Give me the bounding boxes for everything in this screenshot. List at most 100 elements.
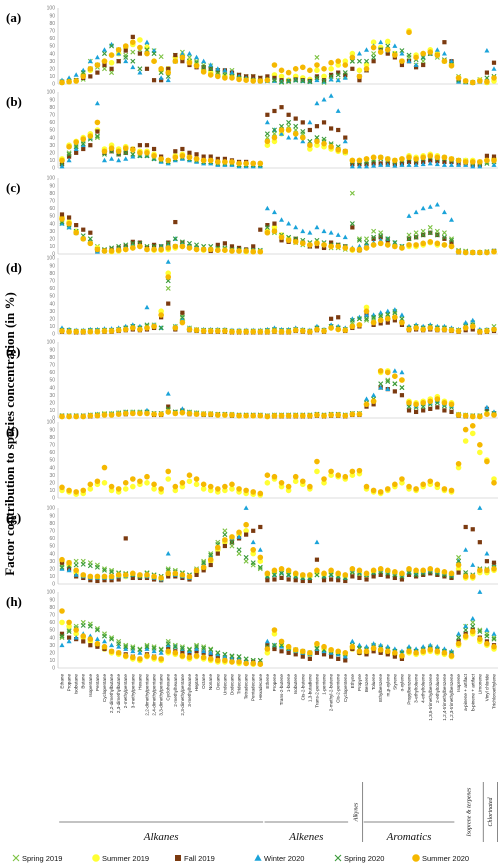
data-point <box>434 201 440 207</box>
data-point <box>109 642 115 648</box>
data-point <box>321 140 327 147</box>
data-point <box>165 648 172 655</box>
y-tick-label: 30 <box>49 559 55 565</box>
y-tick-label: 10 <box>49 324 55 330</box>
data-point <box>441 162 447 167</box>
data-point <box>201 560 207 566</box>
data-point <box>137 37 143 43</box>
data-point <box>377 646 384 653</box>
data-point <box>477 413 483 420</box>
y-tick-label: 30 <box>49 59 55 65</box>
data-point <box>363 483 370 490</box>
data-point <box>66 635 72 640</box>
data-point <box>370 398 377 405</box>
data-point <box>385 644 391 649</box>
data-point <box>356 236 362 242</box>
data-point <box>449 237 454 243</box>
data-point <box>349 190 355 196</box>
group-label: Isoprene & terpenes <box>467 787 473 837</box>
data-point <box>349 323 356 330</box>
data-point <box>74 150 79 155</box>
data-point <box>130 49 136 55</box>
data-point <box>229 69 235 75</box>
data-point <box>194 152 199 157</box>
data-point <box>94 573 101 580</box>
data-point <box>385 51 390 56</box>
data-point <box>470 527 475 532</box>
data-point <box>385 386 391 392</box>
data-point <box>258 227 263 232</box>
data-point <box>449 575 454 581</box>
data-point <box>350 66 355 71</box>
x-tick-label: 1,3-butadiene <box>307 674 312 703</box>
data-point <box>122 326 129 333</box>
data-point <box>357 575 362 581</box>
x-tick-label: 2,4-dimethylpentane <box>152 674 157 716</box>
data-point <box>94 119 101 126</box>
data-point <box>101 638 108 644</box>
data-point <box>321 136 327 142</box>
data-point <box>399 312 405 317</box>
data-point <box>250 489 257 495</box>
y-tick-label: 80 <box>49 271 55 277</box>
data-point <box>87 563 93 569</box>
data-point <box>378 650 383 655</box>
data-point <box>264 138 271 145</box>
data-point <box>272 577 277 582</box>
data-point <box>94 133 100 139</box>
data-point <box>158 575 164 581</box>
data-point <box>236 659 242 665</box>
data-point <box>208 650 214 655</box>
legend-label: Spring 2020 <box>344 854 384 863</box>
data-point <box>356 73 363 80</box>
x-tick-label: Toluene <box>371 674 376 691</box>
data-point <box>441 326 448 333</box>
data-point <box>462 438 469 444</box>
data-point <box>462 426 469 433</box>
data-point <box>441 569 448 575</box>
data-point <box>193 327 200 334</box>
series-summer-2020 <box>59 521 497 581</box>
data-point <box>151 645 157 651</box>
data-point <box>299 648 306 655</box>
y-tick-label: 0 <box>52 416 55 422</box>
data-point <box>243 558 249 564</box>
data-point <box>349 411 356 418</box>
data-point <box>165 642 171 648</box>
data-point <box>243 328 249 335</box>
panel-label: (c) <box>6 180 20 195</box>
data-point <box>491 631 497 636</box>
y-tick-label: 70 <box>49 279 55 285</box>
data-point <box>491 66 497 71</box>
data-point <box>201 568 206 573</box>
legend-item: Spring 2020 <box>334 854 384 863</box>
data-point <box>158 246 164 253</box>
data-point <box>491 636 497 642</box>
data-point <box>159 78 164 83</box>
data-point <box>363 308 370 315</box>
data-point <box>286 220 292 226</box>
data-point <box>371 163 377 168</box>
data-point <box>406 648 412 655</box>
data-point <box>356 58 362 64</box>
data-point <box>335 412 342 418</box>
data-point <box>399 570 405 577</box>
data-point <box>88 578 93 583</box>
data-point <box>200 246 207 253</box>
data-point <box>66 487 72 494</box>
x-tick-label: b-pinene + artifact <box>470 673 475 711</box>
data-point <box>406 326 412 333</box>
y-tick-label: 70 <box>49 529 55 535</box>
x-tick-label: Decane <box>215 674 220 690</box>
data-point <box>101 58 108 65</box>
data-point <box>151 153 157 159</box>
data-point <box>300 654 305 659</box>
data-point <box>378 162 384 167</box>
data-point <box>279 575 284 581</box>
data-point <box>194 644 200 650</box>
data-point <box>229 534 235 540</box>
data-point <box>370 154 377 161</box>
data-point <box>420 399 426 406</box>
